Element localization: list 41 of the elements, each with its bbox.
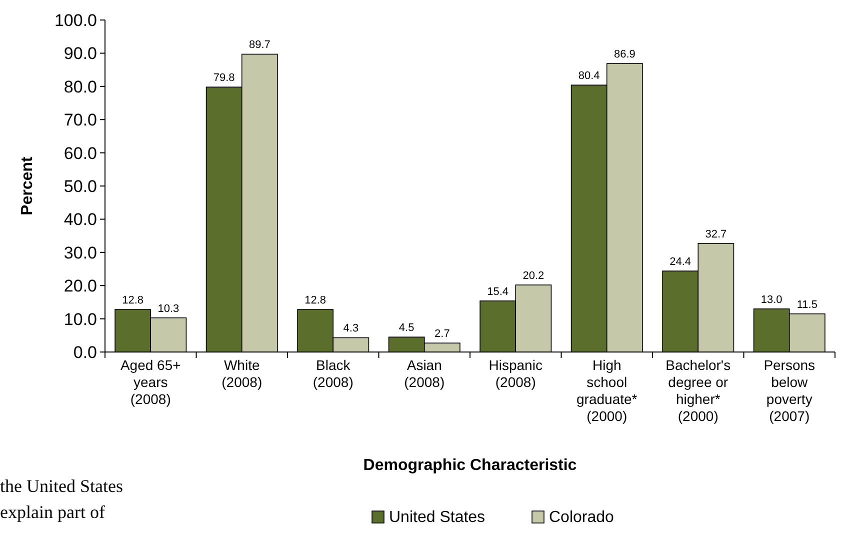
data-label: 24.4 xyxy=(670,256,692,268)
data-label: 79.8 xyxy=(213,72,235,84)
data-label: 86.9 xyxy=(614,48,636,60)
y-tick-label: 0.0 xyxy=(73,342,97,362)
y-tick-label: 70.0 xyxy=(64,110,97,130)
data-label: 11.5 xyxy=(796,298,818,311)
data-label: 15.4 xyxy=(487,286,509,298)
text: the United States xyxy=(0,476,123,496)
data-label: 32.7 xyxy=(705,228,727,240)
data-label: 12.8 xyxy=(304,294,326,307)
x-tick-label: Bachelor's degree or higher* (2000) xyxy=(666,357,731,424)
data-label: 20.2 xyxy=(522,270,544,282)
data-label: 4.3 xyxy=(343,322,359,335)
data-label: 2.7 xyxy=(434,328,450,340)
legend-label: United States xyxy=(389,509,486,526)
x-tick-label: High school graduate* (2000) xyxy=(576,357,638,424)
x-tick-label: Black (2008) xyxy=(312,357,354,390)
y-tick-label: 10.0 xyxy=(64,310,97,329)
text: explain part of xyxy=(0,502,105,522)
data-label: 4.5 xyxy=(398,322,414,334)
x-tick-label: White (2008) xyxy=(222,357,262,390)
data-label: 89.7 xyxy=(248,39,270,52)
x-tick-label: Persons below poverty (2007) xyxy=(764,357,816,424)
x-tick-label: Asian (2008) xyxy=(404,357,445,390)
x-axis-title: Demographic Characteristic xyxy=(363,457,577,474)
y-tick-label: 60.0 xyxy=(64,144,97,163)
data-label: 13.0 xyxy=(760,294,782,306)
y-tick-label: 80.0 xyxy=(64,77,97,96)
y-axis-title: Percent xyxy=(19,156,36,216)
y-tick-label: 20.0 xyxy=(64,276,97,296)
data-label: 80.4 xyxy=(578,70,600,82)
y-tick-label: 50.0 xyxy=(64,176,97,196)
x-tick-label: Hispanic (2008) xyxy=(488,357,542,390)
y-tick-label: 40.0 xyxy=(64,210,97,230)
data-label: 12.8 xyxy=(122,294,144,307)
y-tick-label: 90.0 xyxy=(64,44,97,64)
data-label: 10.3 xyxy=(158,302,180,315)
x-tick-label: Aged 65+ years (2008) xyxy=(120,357,181,407)
legend-label: Colorado xyxy=(549,509,614,526)
y-tick-label: 100.0 xyxy=(54,10,97,30)
y-tick-label: 30.0 xyxy=(64,243,97,262)
